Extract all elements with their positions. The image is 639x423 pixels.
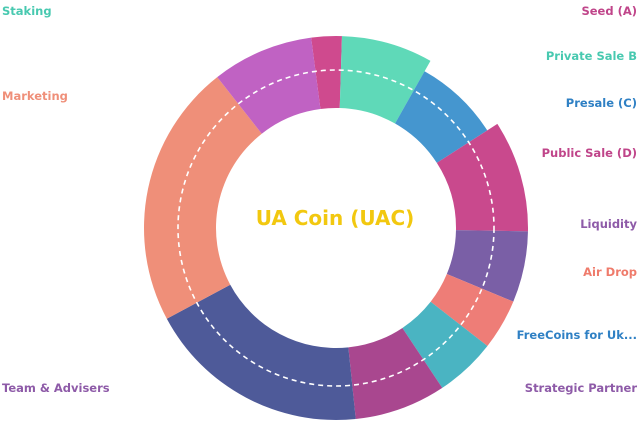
legend-label-staking[interactable]: Staking xyxy=(2,4,52,18)
legend-label-private-sale[interactable]: Private Sale B xyxy=(546,49,637,63)
legend-label-presale[interactable]: Presale (C) xyxy=(566,96,637,110)
legend-label-team-advisers[interactable]: Team & Advisers xyxy=(2,381,110,395)
legend-label-freecoins[interactable]: FreeCoins for Uk... xyxy=(517,328,637,342)
legend-label-air-drop[interactable]: Air Drop xyxy=(583,265,637,279)
donut-slice-marketing[interactable] xyxy=(144,77,262,319)
donut-slice-team-advisers[interactable] xyxy=(167,285,356,420)
legend-label-public-sale[interactable]: Public Sale (D) xyxy=(542,146,637,160)
legend-label-marketing[interactable]: Marketing xyxy=(2,89,68,103)
chart-center-title: UA Coin (UAC) xyxy=(200,206,470,230)
legend-label-strategic-partner[interactable]: Strategic Partner xyxy=(525,381,637,395)
legend-label-liquidity[interactable]: Liquidity xyxy=(580,217,637,231)
legend-label-seed[interactable]: Seed (A) xyxy=(581,4,637,18)
